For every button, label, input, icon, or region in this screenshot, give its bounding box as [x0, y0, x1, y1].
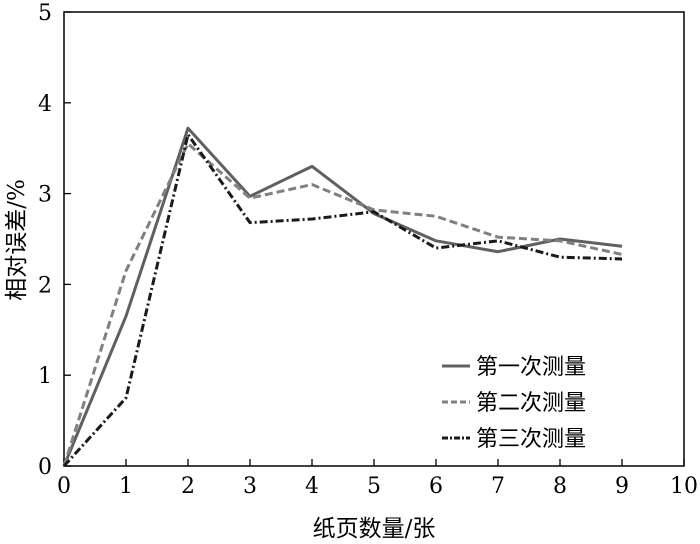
x-axis-ticks: 0 1 2 3 4 5 6 7 8 9 10: [57, 459, 698, 499]
plot-border: [63, 11, 685, 467]
legend-label-2: 第二次测量: [476, 391, 586, 416]
y-tick-label: 2: [38, 273, 52, 298]
series-line-3: [62, 133, 623, 468]
y-axis-ticks: 0 1 2 3 4 5: [38, 1, 71, 480]
y-tick-label: 0: [38, 455, 52, 480]
x-tick-label: 4: [305, 474, 319, 499]
x-tick-label: 10: [670, 474, 698, 499]
x-tick-label: 8: [553, 474, 567, 499]
x-tick-label: 7: [491, 474, 505, 499]
x-tick-label: 0: [57, 474, 71, 499]
x-tick-label: 9: [615, 474, 629, 499]
y-tick-label: 4: [38, 92, 52, 117]
x-tick-label: 6: [429, 474, 443, 499]
y-tick-label: 1: [38, 364, 52, 389]
legend-label-1: 第一次测量: [476, 355, 586, 380]
series-layer: [62, 126, 623, 468]
series-line-1: [62, 126, 623, 467]
x-tick-label: 1: [119, 474, 133, 499]
plot-frame: [63, 11, 685, 467]
y-tick-label: 3: [38, 183, 52, 208]
x-tick-label: 3: [243, 474, 257, 499]
y-axis-title: 相对误差/%: [4, 179, 30, 301]
y-tick-label: 5: [38, 1, 52, 26]
x-axis-title: 纸页数量/张: [313, 516, 436, 542]
legend-label-3: 第三次测量: [476, 427, 586, 452]
x-tick-label: 2: [181, 474, 195, 499]
x-tick-label: 5: [367, 474, 381, 499]
